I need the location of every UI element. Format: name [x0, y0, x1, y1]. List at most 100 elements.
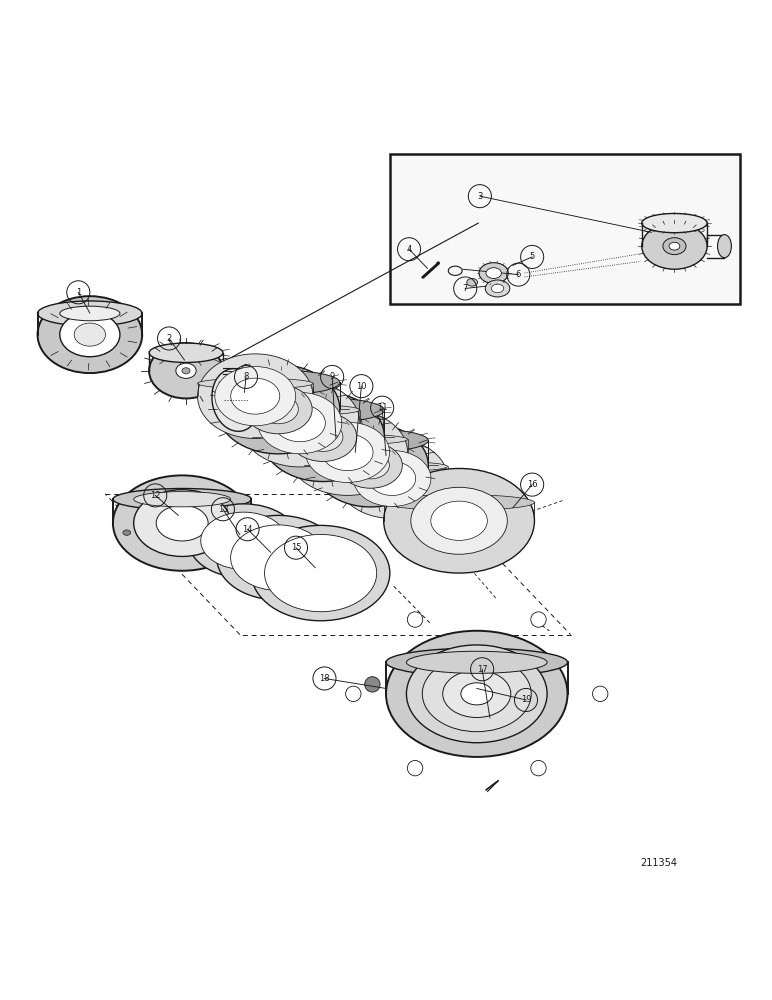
Ellipse shape: [123, 530, 130, 535]
Ellipse shape: [384, 495, 534, 510]
Ellipse shape: [252, 525, 390, 621]
Ellipse shape: [113, 475, 252, 571]
Ellipse shape: [156, 505, 208, 541]
Text: 6: 6: [516, 270, 521, 279]
Ellipse shape: [352, 452, 389, 479]
Ellipse shape: [287, 409, 408, 495]
Ellipse shape: [422, 656, 531, 732]
Ellipse shape: [149, 343, 223, 398]
Ellipse shape: [217, 365, 340, 454]
Ellipse shape: [188, 504, 299, 578]
Circle shape: [408, 612, 423, 627]
Ellipse shape: [201, 512, 286, 569]
Ellipse shape: [642, 223, 707, 269]
Ellipse shape: [486, 268, 501, 278]
Ellipse shape: [134, 490, 231, 556]
Text: 14: 14: [242, 525, 252, 534]
Ellipse shape: [642, 213, 707, 233]
Ellipse shape: [231, 378, 279, 414]
Ellipse shape: [134, 492, 231, 507]
Ellipse shape: [38, 296, 142, 373]
Ellipse shape: [289, 412, 357, 461]
Text: 4: 4: [406, 245, 411, 254]
Text: 16: 16: [527, 480, 537, 489]
Text: 18: 18: [319, 674, 330, 683]
Ellipse shape: [406, 651, 547, 673]
Ellipse shape: [274, 404, 325, 442]
Circle shape: [531, 612, 546, 627]
Text: 17: 17: [477, 665, 487, 674]
Ellipse shape: [198, 354, 313, 438]
Ellipse shape: [386, 648, 567, 676]
Text: 10: 10: [356, 382, 367, 391]
Ellipse shape: [262, 398, 384, 422]
Ellipse shape: [59, 313, 120, 357]
Bar: [390, 154, 740, 304]
Ellipse shape: [717, 235, 731, 258]
Ellipse shape: [245, 385, 312, 434]
Text: 1: 1: [76, 288, 81, 297]
Ellipse shape: [182, 368, 190, 374]
Ellipse shape: [313, 424, 428, 507]
Ellipse shape: [217, 515, 340, 600]
Ellipse shape: [265, 534, 377, 612]
Ellipse shape: [339, 443, 402, 488]
Ellipse shape: [486, 280, 510, 297]
Text: 2: 2: [167, 334, 171, 343]
Ellipse shape: [313, 429, 428, 452]
Ellipse shape: [384, 468, 534, 573]
Circle shape: [408, 760, 423, 776]
Ellipse shape: [461, 683, 493, 705]
Ellipse shape: [59, 306, 120, 321]
Text: 9: 9: [330, 372, 335, 381]
Ellipse shape: [306, 422, 390, 482]
Ellipse shape: [354, 450, 431, 506]
Ellipse shape: [259, 395, 298, 424]
Ellipse shape: [368, 461, 415, 495]
Ellipse shape: [467, 278, 478, 286]
Ellipse shape: [215, 367, 296, 426]
Text: 11: 11: [377, 403, 388, 412]
Ellipse shape: [240, 404, 360, 415]
Circle shape: [346, 686, 361, 702]
Ellipse shape: [231, 525, 326, 590]
Text: 15: 15: [291, 543, 301, 552]
Ellipse shape: [303, 422, 343, 451]
Ellipse shape: [198, 378, 313, 389]
Ellipse shape: [337, 461, 448, 471]
Text: 3: 3: [477, 192, 482, 201]
Ellipse shape: [258, 392, 342, 454]
Ellipse shape: [287, 434, 408, 445]
Ellipse shape: [38, 301, 142, 326]
Ellipse shape: [431, 501, 487, 540]
Ellipse shape: [262, 392, 384, 482]
Text: 12: 12: [150, 491, 161, 500]
Ellipse shape: [406, 645, 547, 743]
Ellipse shape: [663, 238, 686, 255]
Text: 5: 5: [530, 252, 535, 261]
Ellipse shape: [74, 323, 106, 346]
Ellipse shape: [442, 670, 511, 717]
Circle shape: [593, 686, 608, 702]
Ellipse shape: [212, 369, 260, 431]
Ellipse shape: [322, 434, 373, 471]
Text: 13: 13: [218, 505, 229, 514]
Circle shape: [531, 760, 546, 776]
Text: 211354: 211354: [641, 858, 678, 868]
Ellipse shape: [149, 343, 223, 362]
Ellipse shape: [337, 438, 448, 518]
Ellipse shape: [492, 284, 503, 293]
Text: 7: 7: [462, 284, 468, 293]
Text: 19: 19: [521, 695, 531, 704]
Text: 8: 8: [243, 372, 249, 381]
Ellipse shape: [386, 631, 567, 757]
Ellipse shape: [669, 242, 680, 250]
Circle shape: [364, 677, 380, 692]
Ellipse shape: [240, 379, 360, 467]
Ellipse shape: [217, 370, 340, 395]
Ellipse shape: [242, 365, 251, 377]
Ellipse shape: [176, 363, 196, 378]
Ellipse shape: [411, 487, 507, 554]
Ellipse shape: [479, 263, 508, 283]
Ellipse shape: [113, 489, 252, 510]
